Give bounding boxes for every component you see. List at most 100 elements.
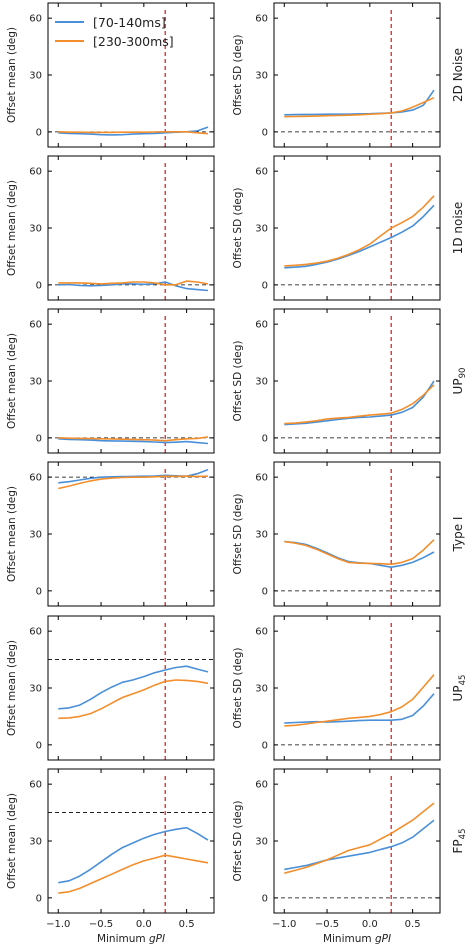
row-label-fp45: FP45 [451,829,468,854]
y-axis-label: Offset SD (deg) [232,188,244,269]
y-tick-label: 0 [36,586,42,597]
row-label-subscript: 90 [458,368,468,379]
y-tick-label: 0 [36,740,42,751]
y-tick-label: 30 [29,684,42,695]
row-label-text: Type I [451,517,465,553]
panel-type-i-mean: 0 30 60 Offset mean (deg) [6,461,215,607]
series-line-70-140ms [58,665,209,710]
x-tick-label: 0.0 [136,919,152,930]
series-line-230-300ms [58,280,209,286]
row-label-type-i: Type I [451,517,465,553]
y-tick-label: 60 [29,320,42,331]
y-tick-label: 60 [29,14,42,25]
panel-2d-noise-mean: 0 30 60 Offset mean (deg) [6,2,215,148]
y-tick-label: 0 [36,280,42,291]
panel-fp45-sd: 0 30 60 −1.0 −0.5 0.0 0.5 Offset SD (deg) FP45 [232,768,468,930]
y-axis-label: Offset mean (deg) [6,333,18,429]
y-tick-label: 0 [262,127,268,138]
y-tick-label: 30 [255,837,268,848]
series-line-230-300ms [284,802,435,874]
x-tick-label: −0.5 [315,919,339,930]
y-tick-label: 60 [255,627,268,638]
axes-frame [47,461,215,607]
y-axis-label: Offset mean (deg) [6,640,18,736]
panel-up45-mean: 0 30 60 Offset mean (deg) [6,615,215,761]
x-tick-label: −1.0 [272,919,296,930]
y-tick-label: 60 [29,167,42,178]
y-axis-label: Offset SD (deg) [232,35,244,116]
series-line-230-300ms [284,96,435,118]
y-axis-label: Offset SD (deg) [232,801,244,882]
x-tick-label: −0.5 [89,919,113,930]
y-axis-label: Offset SD (deg) [232,341,244,422]
row-label-text: 1D noise [451,202,465,255]
row-label-text: UP [451,685,465,701]
series-line-230-300ms [58,436,209,442]
y-tick-label: 0 [262,740,268,751]
y-axis-label: Offset mean (deg) [6,793,18,889]
row-label-text: 2D Noise [451,48,465,102]
axes-frame [273,615,441,761]
y-axis-label: Offset mean (deg) [6,486,18,582]
y-tick-label: 30 [29,837,42,848]
x-tick-label: −1.0 [46,919,70,930]
series-line-70-140ms [284,89,435,116]
panel-1d-noise-sd: 0 30 60 Offset SD (deg) 1D noise [232,155,465,301]
series-line-70-140ms [58,281,209,292]
series-line-230-300ms [284,384,435,425]
series-line-70-140ms [284,693,435,724]
x-axis-label-prefix: Minimum [97,933,149,945]
y-tick-label: 60 [255,473,268,484]
axes-frame [273,155,441,301]
panel-fp45-mean: 0 30 60 −1.0 −0.5 0.0 0.5 Offset mean (deg) [6,768,215,930]
y-tick-label: 0 [262,433,268,444]
series-line-70-140ms [284,819,435,871]
x-tick-label: 0.5 [405,919,421,930]
axes-frame [47,308,215,454]
axes-frame [273,2,441,148]
y-tick-label: 60 [29,627,42,638]
series-line-230-300ms [58,131,209,135]
y-tick-label: 30 [29,71,42,82]
legend: [70-140ms] [230-300ms] [55,15,174,49]
y-tick-label: 0 [36,893,42,904]
y-axis-label: Offset SD (deg) [232,648,244,729]
y-tick-label: 0 [262,893,268,904]
x-axis-label-variable: gPI [375,933,391,945]
y-tick-label: 0 [262,280,268,291]
y-axis-label: Offset mean (deg) [6,180,18,276]
legend-label-70-140ms: [70-140ms] [93,15,166,30]
y-tick-label: 30 [29,530,42,541]
row-label-up45: UP45 [451,675,468,702]
y-tick-label: 60 [255,167,268,178]
x-tick-label: 0.5 [179,919,195,930]
row-label-1d-noise: 1D noise [451,202,465,255]
x-axis-label: Minimum gPI [97,933,165,945]
y-axis-label: Offset mean (deg) [6,27,18,123]
row-label-text: UP [451,378,465,394]
y-tick-label: 30 [29,377,42,388]
series-line-230-300ms [284,195,435,267]
y-tick-label: 30 [29,224,42,235]
series-line-230-300ms [58,854,209,894]
panel-up45-sd: 0 30 60 Offset SD (deg) UP45 [232,615,468,761]
series-line-230-300ms [284,674,435,727]
y-tick-label: 0 [36,433,42,444]
panel-type-i-sd: 0 30 60 Offset SD (deg) Type I [232,461,465,607]
axes-frame [273,461,441,607]
y-axis-label: Offset SD (deg) [232,494,244,575]
y-tick-label: 60 [29,780,42,791]
row-label-up90: UP90 [451,368,468,395]
series-line-70-140ms [284,380,435,426]
y-tick-label: 60 [29,473,42,484]
x-axis-label: Minimum gPI [323,933,391,945]
panel-2d-noise-sd: 0 30 60 Offset SD (deg) 2D Noise [232,2,465,148]
legend-label-230-300ms: [230-300ms] [93,34,174,49]
y-tick-label: 30 [255,71,268,82]
axes-frame [47,155,215,301]
y-tick-label: 60 [255,780,268,791]
x-axis-label-variable: gPI [149,933,165,945]
series-line-70-140ms [58,438,209,445]
row-label-subscript: 45 [458,675,468,686]
row-label-subscript: 45 [458,829,468,840]
